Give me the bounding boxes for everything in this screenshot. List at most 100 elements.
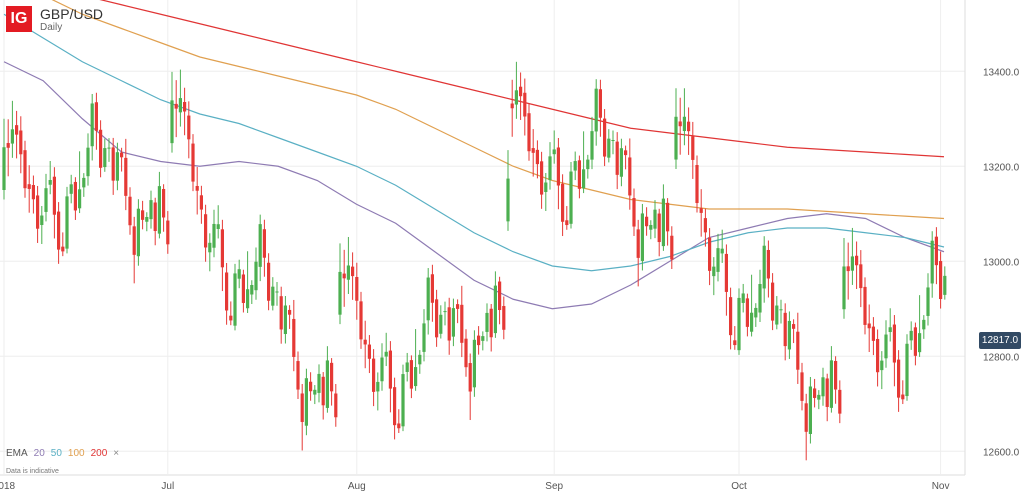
candle-body — [338, 271, 342, 315]
close-icon[interactable]: × — [113, 448, 120, 459]
candle-body — [69, 184, 73, 194]
candle-body — [292, 318, 296, 357]
candle-body — [321, 376, 325, 406]
ema-20-label[interactable]: 20 — [33, 448, 45, 459]
candle-body — [708, 237, 712, 271]
candle-body — [288, 309, 292, 315]
candle-body — [401, 374, 405, 427]
candle-body — [733, 340, 737, 346]
candle-body — [922, 319, 926, 330]
ema-50-label[interactable]: 50 — [50, 448, 62, 459]
candle-body — [867, 323, 871, 329]
x-tick-label: Nov — [932, 481, 950, 492]
candle-body — [888, 327, 892, 333]
ema-legend: EMA 20 50 100 200 × — [6, 448, 119, 459]
candle-body — [703, 218, 707, 233]
candle-body — [153, 202, 157, 232]
candle-body — [384, 351, 388, 357]
candle-body — [892, 324, 896, 363]
ema-200-label[interactable]: 200 — [90, 448, 108, 459]
candle-body — [254, 261, 258, 291]
candle-body — [166, 220, 170, 245]
candle-body — [737, 297, 741, 351]
candle-body — [792, 324, 796, 329]
candle-body — [859, 264, 863, 289]
candle-body — [199, 195, 203, 210]
candle-body — [23, 150, 27, 189]
candle-body — [372, 358, 376, 392]
candle-body — [603, 118, 607, 157]
candle-body — [607, 138, 611, 158]
candle-body — [250, 284, 254, 295]
candle-body — [493, 285, 497, 334]
candle-body — [645, 216, 649, 227]
candle-body — [913, 327, 917, 356]
candle-body — [141, 210, 145, 220]
candle-body — [128, 196, 132, 226]
candle-body — [460, 304, 464, 343]
y-tick-label: 12800.0 — [983, 352, 1020, 363]
candle-body — [414, 367, 418, 387]
candle-body — [561, 183, 565, 222]
candle-body — [283, 305, 287, 335]
candle-body — [342, 273, 346, 279]
candle-body — [229, 315, 233, 321]
candle-body — [363, 339, 367, 345]
candle-body — [548, 156, 552, 181]
candle-body — [346, 265, 350, 280]
candle-body — [514, 90, 518, 105]
candle-body — [451, 308, 455, 337]
candle-body — [99, 129, 103, 168]
candle-body — [86, 147, 90, 177]
x-tick-label: Sep — [545, 481, 563, 492]
candle-body — [640, 213, 644, 261]
candle-body — [834, 360, 838, 390]
x-tick-label: 2018 — [0, 481, 16, 492]
candle-body — [191, 143, 195, 182]
ema-100-label[interactable]: 100 — [67, 448, 85, 459]
y-tick-label: 13400.0 — [983, 67, 1020, 78]
candle-body — [82, 177, 86, 188]
candle-body — [880, 360, 884, 371]
candle-body — [796, 331, 800, 370]
candle-body — [485, 312, 489, 332]
candle-body — [157, 186, 161, 234]
candle-body — [52, 176, 56, 215]
ema-20-line — [3, 61, 945, 310]
candle-body — [943, 275, 947, 295]
candle-body — [313, 389, 317, 395]
ema-50-line — [3, 13, 945, 272]
candle-body — [619, 148, 623, 177]
data-note: Data is indicative — [6, 468, 59, 475]
candle-body — [498, 281, 502, 311]
candle-body — [678, 121, 682, 127]
candle-body — [577, 160, 581, 189]
candle-body — [884, 334, 888, 359]
candle-body — [359, 301, 363, 340]
candle-body — [472, 339, 476, 388]
candle-body — [279, 296, 283, 330]
candle-body — [145, 216, 149, 222]
candle-body — [204, 214, 208, 248]
candle-body — [842, 266, 846, 310]
candle-body — [418, 354, 422, 365]
candle-body — [44, 188, 48, 212]
candle-body — [187, 115, 191, 140]
candle-body — [699, 208, 703, 213]
candle-body — [78, 189, 82, 209]
x-tick-label: Oct — [731, 481, 747, 492]
candle-body — [422, 323, 426, 352]
ema-200-line — [99, 0, 945, 158]
candle-body — [380, 357, 384, 382]
candle-body — [611, 140, 615, 142]
candle-body — [586, 159, 590, 170]
candle-body — [464, 338, 468, 368]
candle-body — [695, 165, 699, 204]
candle-body — [212, 223, 216, 248]
candle-body — [48, 179, 52, 185]
ema-100-line — [51, 0, 945, 220]
candle-body — [804, 403, 808, 432]
candle-body — [712, 266, 716, 277]
candle-body — [909, 330, 913, 341]
